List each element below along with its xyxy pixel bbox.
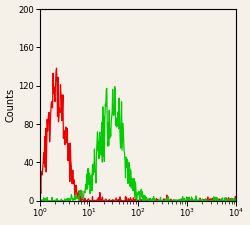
Y-axis label: Counts: Counts [6,88,16,122]
